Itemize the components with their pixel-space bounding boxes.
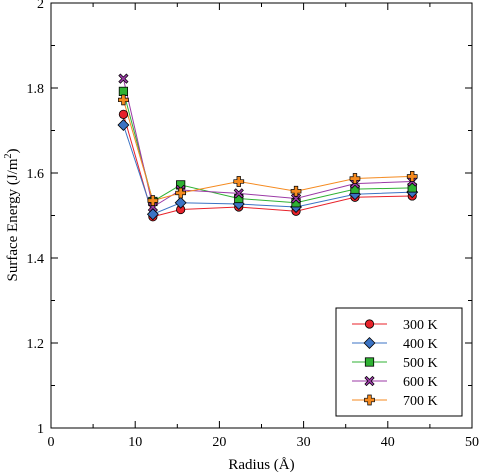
data-point-marker <box>146 208 159 221</box>
x-tick-labels: 0 10 20 30 40 50 <box>48 435 480 450</box>
x-tick-label: 40 <box>381 435 395 450</box>
data-point-marker <box>290 185 302 197</box>
legend-label: 500 K <box>403 356 438 371</box>
series-line <box>122 114 413 218</box>
x-tick-label: 30 <box>297 435 311 450</box>
y-tick-label: 1 <box>37 422 44 437</box>
data-point-marker <box>174 196 187 209</box>
data-point-marker <box>175 187 187 199</box>
data-point-marker <box>406 171 418 182</box>
data-point-marker <box>147 195 159 206</box>
y-tick-label: 1.2 <box>27 337 45 352</box>
series-lines <box>122 78 413 218</box>
legend-label: 300 K <box>403 318 438 333</box>
legend-marker <box>364 375 375 387</box>
y-axis-label-main: Surface Energy (J/m <box>5 158 21 281</box>
y-axis-label-close: ) <box>5 148 21 153</box>
legend-label: 600 K <box>403 375 438 390</box>
data-point-marker <box>290 193 302 204</box>
series-line <box>122 99 413 202</box>
legend-label: 400 K <box>403 337 438 352</box>
y-axis-label: Surface Energy (J/m2) <box>3 148 21 281</box>
axis-ticks <box>50 2 473 429</box>
data-point-marker <box>118 73 129 84</box>
x-tick-label: 10 <box>128 435 142 450</box>
data-point-marker <box>118 94 129 106</box>
series-line <box>122 78 413 208</box>
y-tick-label: 1.8 <box>27 82 45 97</box>
legend-marker <box>364 357 375 367</box>
y-tick-label: 2 <box>37 0 44 12</box>
legend-label: 700 K <box>403 394 438 409</box>
data-point-marker <box>349 173 361 184</box>
y-tick-label: 1.4 <box>27 252 45 267</box>
data-point-marker <box>233 188 244 199</box>
x-tick-label: 0 <box>48 435 55 450</box>
legend-marker <box>364 319 375 329</box>
data-point-marker <box>407 183 417 193</box>
x-tick-label: 20 <box>212 435 226 450</box>
y-tick-label: 1.6 <box>27 167 45 182</box>
data-point-marker <box>233 176 245 187</box>
legend: 300 K 400 K 500 K 600 K 700 K <box>335 307 463 417</box>
data-point-marker <box>147 201 158 213</box>
series-markers <box>117 73 419 222</box>
y-tick-labels: 1 1.2 1.4 1.6 1.8 2 <box>27 0 45 437</box>
data-point-marker <box>118 109 129 119</box>
x-axis-label: Radius (Å) <box>228 457 294 473</box>
x-tick-label: 50 <box>465 435 479 450</box>
data-point-marker <box>118 86 129 96</box>
data-point-marker <box>117 119 130 131</box>
y-axis-label-superscript: 2 <box>3 153 14 158</box>
legend-marker <box>364 394 375 406</box>
legend-marker <box>363 337 376 349</box>
